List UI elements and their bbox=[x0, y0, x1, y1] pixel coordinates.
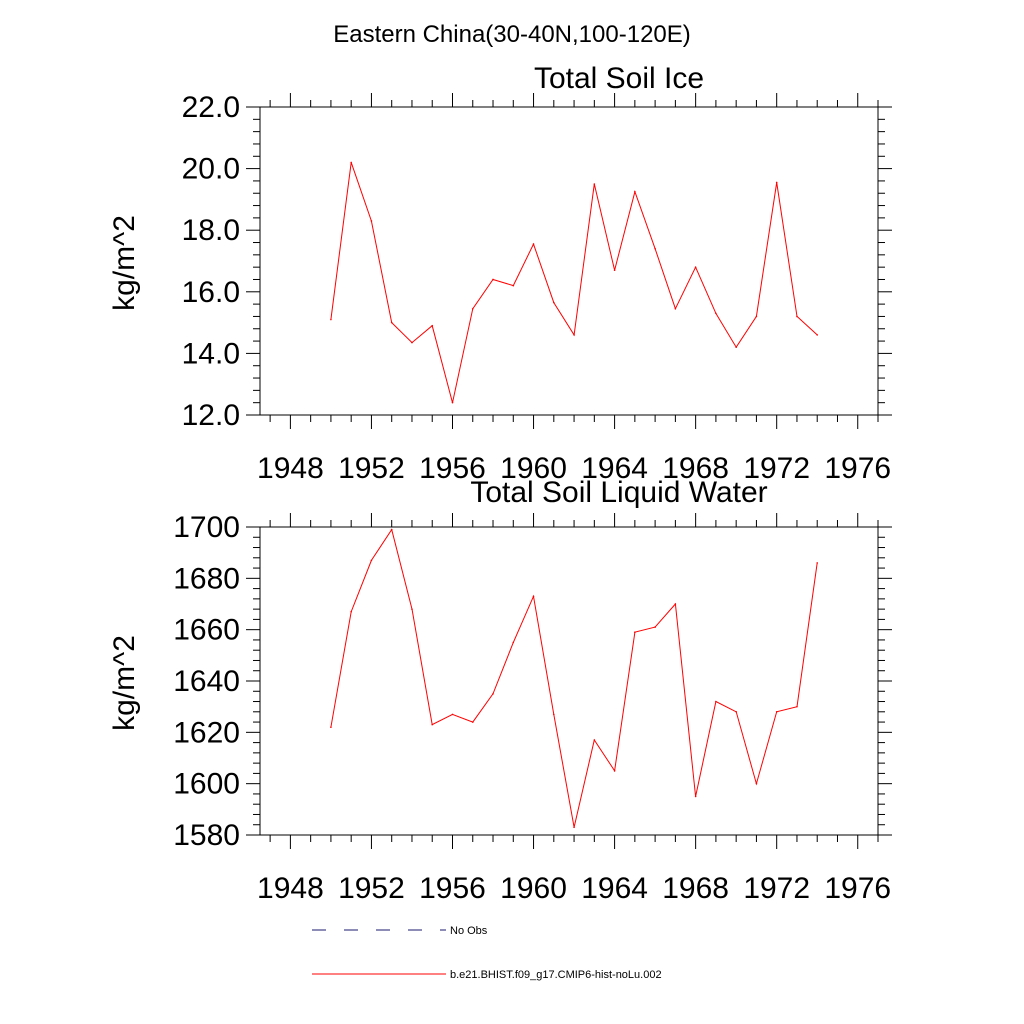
chart-title: Total Soil Liquid Water bbox=[470, 476, 767, 509]
y-tick-label: 1660 bbox=[173, 614, 240, 647]
y-tick-label: 1580 bbox=[173, 819, 240, 852]
data-point bbox=[532, 595, 535, 598]
data-point bbox=[654, 247, 656, 250]
data-point bbox=[370, 220, 373, 222]
y-tick-label: 1680 bbox=[173, 562, 240, 595]
data-point bbox=[816, 562, 819, 564]
x-tick-label: 1968 bbox=[662, 452, 729, 485]
plot-frame bbox=[259, 526, 879, 836]
data-point bbox=[715, 312, 717, 315]
soil-liquid-water-panel: Total Soil Liquid Water kg/m^2 1948 1952 195… bbox=[108, 476, 892, 905]
x-tick-label: 1952 bbox=[338, 452, 405, 485]
data-point bbox=[755, 782, 758, 785]
y-tick-label: 14.0 bbox=[182, 337, 240, 370]
data-point bbox=[613, 770, 616, 772]
data-point bbox=[634, 190, 636, 193]
soil-ice-panel: Total Soil Ice kg/m^2 1948 1952 1956 1960 1964… bbox=[108, 62, 892, 485]
legend-label-0: No Obs bbox=[450, 925, 488, 937]
data-point bbox=[512, 284, 515, 287]
x-tick-label: 1976 bbox=[824, 452, 891, 485]
x-tick-label: 1948 bbox=[257, 872, 324, 905]
y-tick-label: 1620 bbox=[173, 716, 240, 749]
data-point bbox=[451, 401, 454, 404]
y-tick-label: 20.0 bbox=[182, 153, 240, 186]
data-point bbox=[674, 603, 677, 605]
data-point bbox=[532, 243, 535, 245]
y-axis-label: kg/m^2 bbox=[108, 635, 141, 731]
data-point bbox=[755, 315, 758, 318]
x-tick-label: 1972 bbox=[743, 872, 810, 905]
y-tick-label: 12.0 bbox=[182, 399, 240, 432]
data-point bbox=[613, 269, 616, 272]
series-line bbox=[330, 162, 818, 403]
data-point bbox=[674, 307, 677, 310]
data-point bbox=[471, 721, 474, 723]
data-point bbox=[512, 641, 515, 644]
data-point bbox=[735, 711, 737, 713]
legend-label-1: b.e21.BHIST.f09_g17.CMIP6-hist-noLu.002 bbox=[450, 969, 662, 981]
series-line bbox=[330, 528, 818, 828]
data-point bbox=[694, 266, 697, 268]
y-tick-label: 1600 bbox=[173, 768, 240, 801]
x-tick-label: 1972 bbox=[743, 452, 810, 485]
x-tick-label: 1952 bbox=[338, 872, 405, 905]
x-tick-label: 1968 bbox=[662, 872, 729, 905]
x-tick-label: 1960 bbox=[500, 872, 567, 905]
data-point bbox=[796, 705, 798, 708]
data-point bbox=[593, 739, 596, 741]
data-point bbox=[492, 693, 494, 695]
y-tick-label: 1640 bbox=[173, 665, 240, 698]
data-point bbox=[775, 181, 778, 184]
plot-frame bbox=[259, 106, 879, 416]
x-tick-label: 1956 bbox=[419, 452, 486, 485]
y-tick-label: 1700 bbox=[173, 511, 240, 544]
data-point bbox=[775, 711, 778, 713]
x-tick-label: 1964 bbox=[581, 452, 648, 485]
y-tick-label: 22.0 bbox=[182, 91, 240, 124]
y-axis-label: kg/m^2 bbox=[108, 215, 141, 311]
data-point bbox=[492, 278, 494, 281]
data-point bbox=[411, 608, 413, 610]
data-point bbox=[350, 610, 352, 613]
data-point bbox=[573, 826, 575, 829]
data-point bbox=[715, 700, 717, 703]
data-point bbox=[553, 713, 555, 716]
data-point bbox=[451, 713, 454, 716]
x-tick-label: 1976 bbox=[824, 872, 891, 905]
data-point bbox=[573, 334, 575, 336]
legend: No Obs b.e21.BHIST.f09_g17.CMIP6-hist-noL… bbox=[312, 925, 662, 981]
data-point bbox=[593, 183, 596, 185]
data-point bbox=[553, 301, 555, 304]
x-tick-label: 1948 bbox=[257, 452, 324, 485]
data-point bbox=[350, 161, 352, 164]
data-point bbox=[411, 341, 413, 344]
data-point bbox=[390, 321, 393, 324]
data-point bbox=[694, 795, 697, 798]
y-tick-label: 16.0 bbox=[182, 276, 240, 309]
x-tick-label: 1956 bbox=[419, 872, 486, 905]
y-tick-label: 18.0 bbox=[182, 214, 240, 247]
data-point bbox=[330, 318, 332, 321]
data-point bbox=[390, 528, 393, 531]
data-point bbox=[654, 626, 656, 628]
data-point bbox=[370, 559, 373, 562]
data-point bbox=[471, 307, 474, 310]
page-title: Eastern China(30-40N,100-120E) bbox=[333, 21, 691, 48]
chart-title: Total Soil Ice bbox=[534, 62, 704, 95]
data-point bbox=[816, 334, 819, 336]
data-point bbox=[431, 324, 434, 327]
x-tick-label: 1960 bbox=[500, 452, 567, 485]
x-tick-label: 1964 bbox=[581, 872, 648, 905]
data-point bbox=[796, 315, 798, 318]
data-point bbox=[330, 726, 332, 728]
data-point bbox=[735, 346, 737, 349]
data-point bbox=[634, 631, 636, 634]
data-point bbox=[431, 723, 434, 726]
